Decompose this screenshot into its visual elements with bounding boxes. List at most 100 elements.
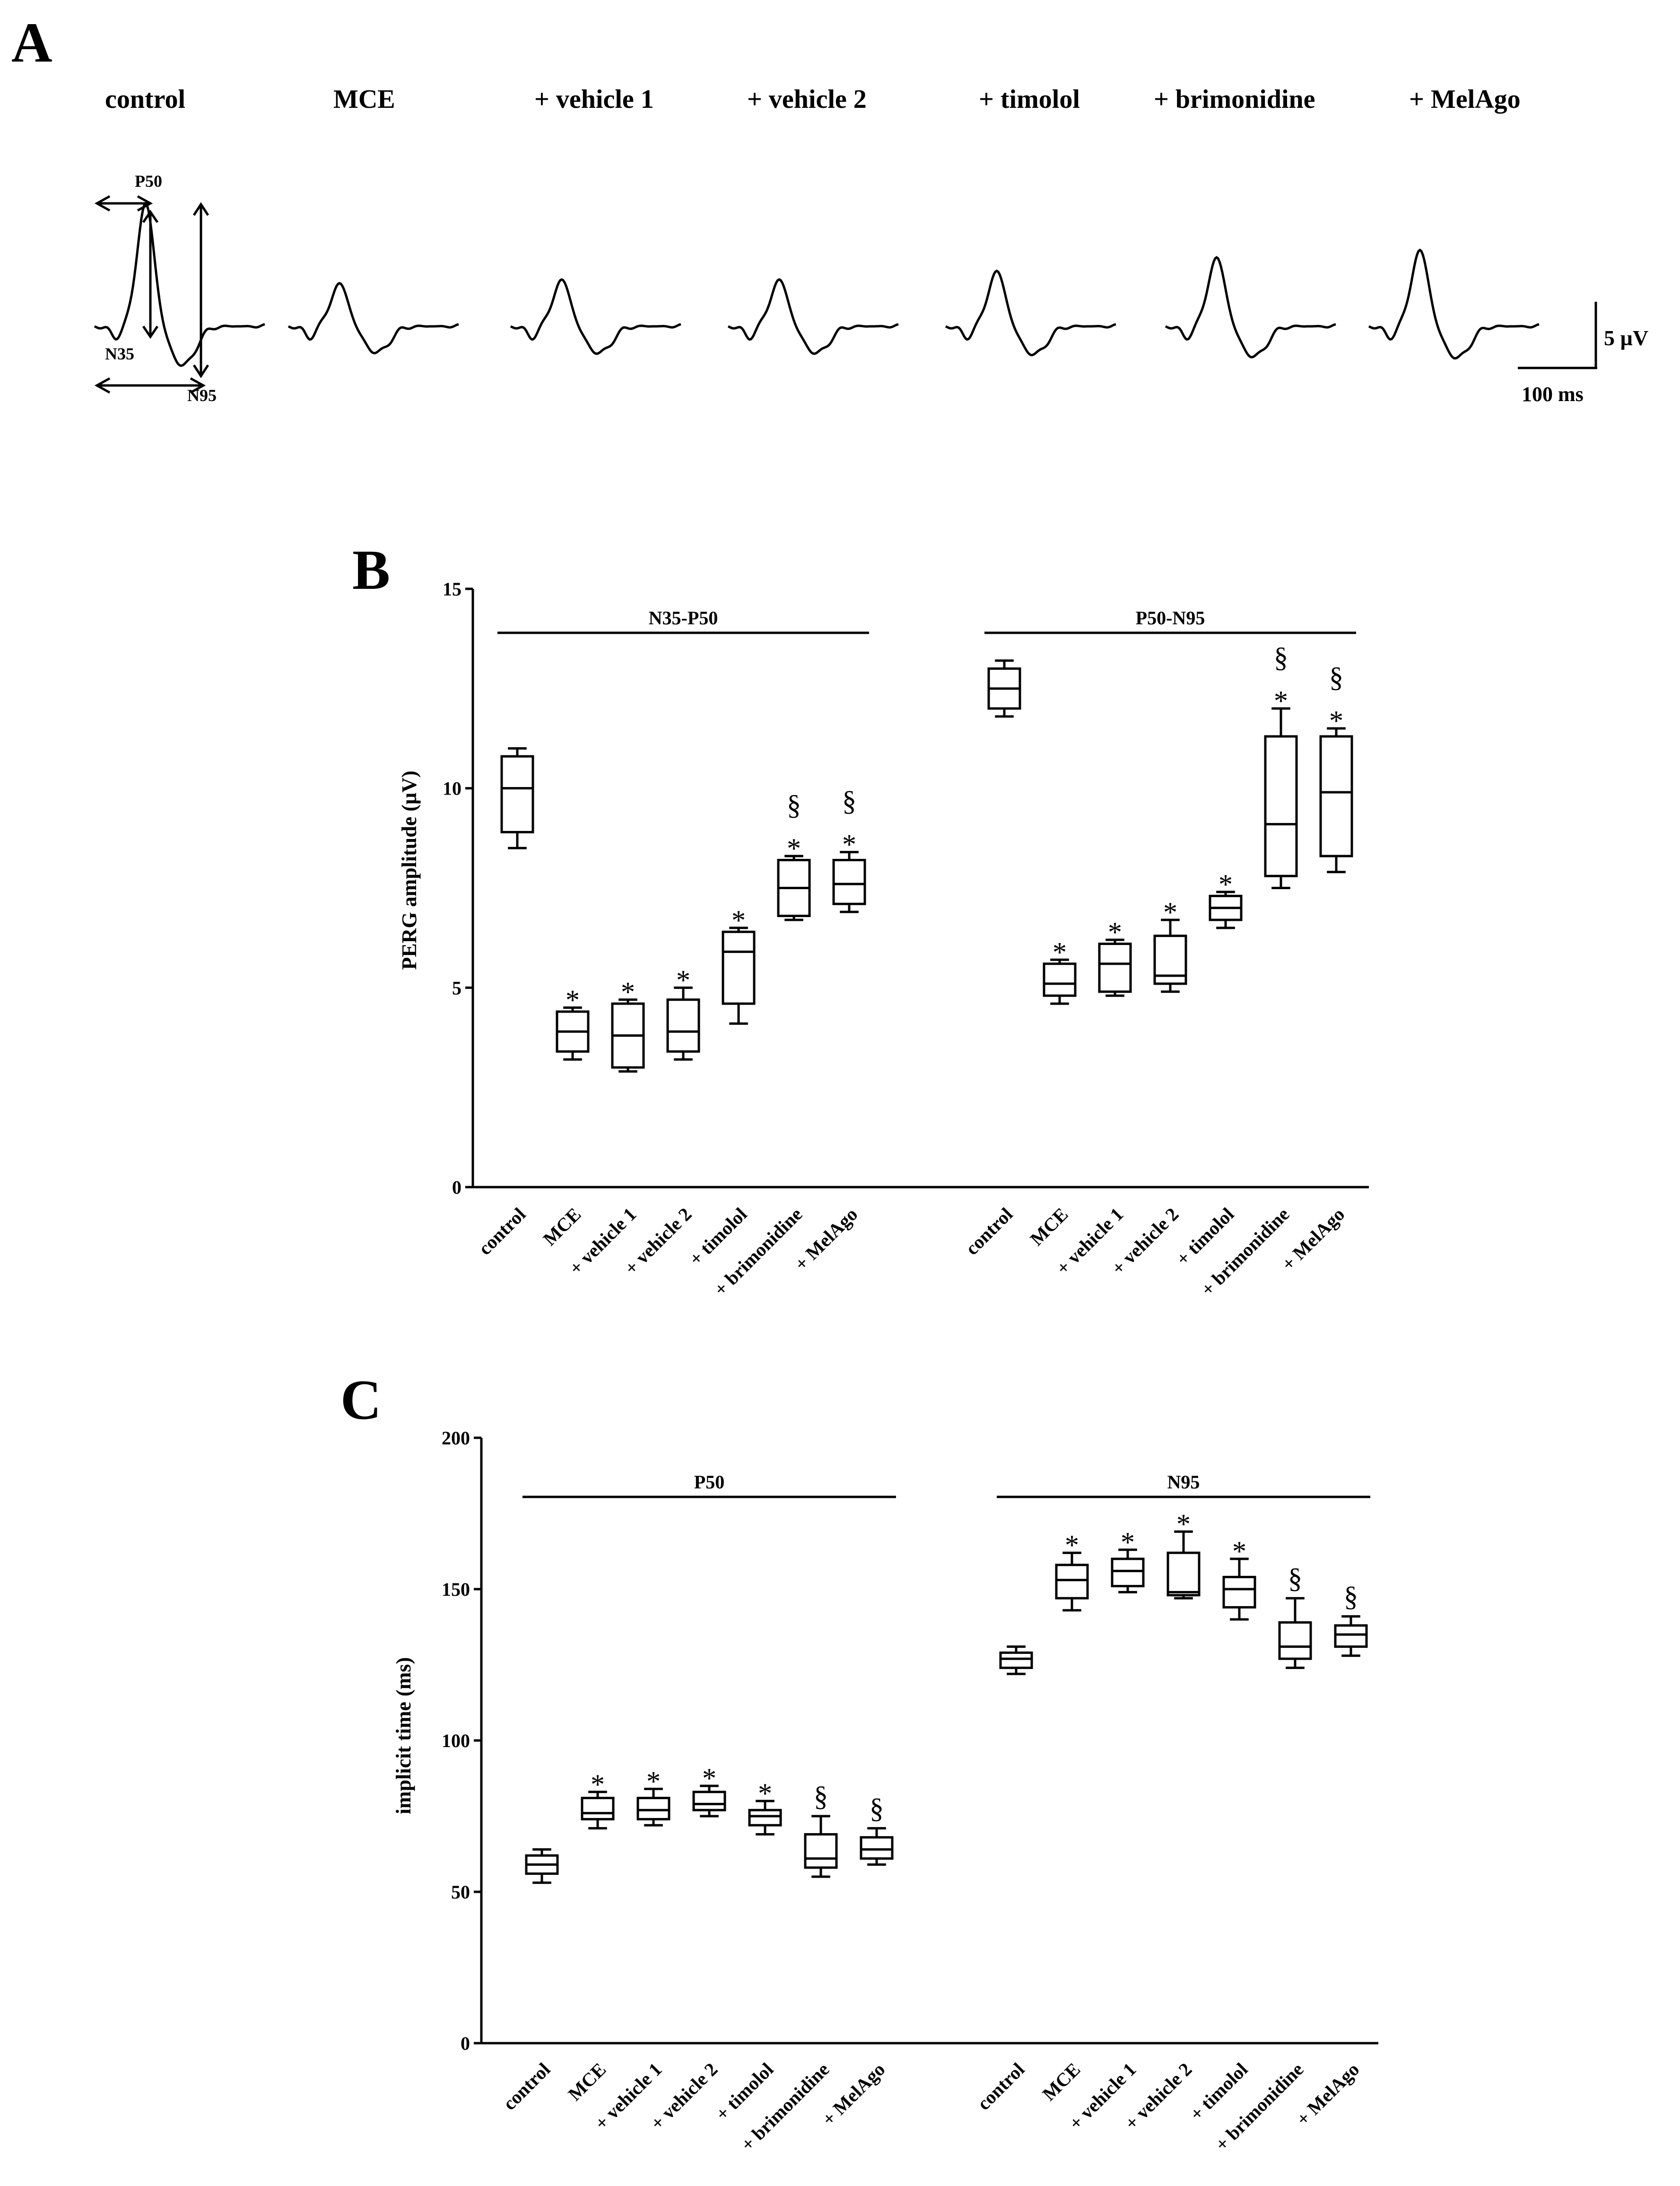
panel-a-condition-labels: control MCE + vehicle 1 + vehicle 2 + ti… bbox=[105, 85, 1521, 114]
significance-star: * bbox=[1108, 917, 1122, 948]
y-axis-label: PERG amplitude (µV) bbox=[398, 770, 421, 970]
box-plot: * bbox=[692, 1763, 726, 1818]
significance-star: * bbox=[1176, 1508, 1191, 1539]
box bbox=[804, 1833, 838, 1869]
group-label: P50-N95 bbox=[1136, 607, 1205, 629]
n95-label: N95 bbox=[187, 386, 217, 405]
arrowhead bbox=[192, 202, 209, 216]
box-plot: § bbox=[860, 1793, 894, 1866]
significance-section: § bbox=[1344, 1581, 1358, 1612]
significance-star: * bbox=[591, 1769, 605, 1800]
control-trace-annotations bbox=[94, 195, 209, 394]
box bbox=[1222, 1575, 1256, 1609]
box-plot: * bbox=[1111, 1527, 1145, 1593]
box-plot: * bbox=[748, 1778, 782, 1836]
y-tick-label: 150 bbox=[442, 1579, 470, 1600]
significance-section: § bbox=[814, 1781, 828, 1812]
arrowhead bbox=[94, 195, 111, 212]
significance-star: * bbox=[621, 977, 635, 1008]
y-tick-label: 0 bbox=[461, 2033, 470, 2054]
panel-c-letter: C bbox=[340, 1368, 382, 1431]
significance-star: * bbox=[646, 1766, 661, 1797]
significance-section: § bbox=[842, 786, 856, 817]
box-plot: * bbox=[666, 964, 700, 1061]
box-plot: *§ bbox=[777, 789, 811, 921]
condition-label: + timolol bbox=[979, 85, 1080, 114]
significance-star: * bbox=[731, 905, 746, 936]
box bbox=[1166, 1551, 1201, 1597]
significance-star: * bbox=[1219, 869, 1233, 900]
x-tick-label: MCE bbox=[1038, 2059, 1085, 2105]
box bbox=[748, 1809, 782, 1827]
box bbox=[1043, 962, 1077, 997]
significance-star: * bbox=[842, 829, 856, 860]
panel-b-letter: B bbox=[352, 538, 390, 601]
significance-star: * bbox=[1053, 936, 1067, 968]
perg-trace bbox=[1165, 256, 1336, 359]
scale-bar bbox=[1518, 302, 1597, 369]
panel-b: B PERG amplitude (µV) 0 5 10 15 N35-P50 contr… bbox=[352, 538, 1369, 1300]
perg-trace bbox=[727, 278, 899, 355]
box bbox=[581, 1797, 615, 1820]
box-plot: * bbox=[1209, 869, 1243, 929]
panel-a-letter: A bbox=[11, 11, 52, 74]
condition-label: + MelAgo bbox=[1409, 85, 1521, 114]
box-plot: * bbox=[556, 985, 590, 1061]
x-tick-label: MCE bbox=[1026, 1204, 1072, 1250]
condition-label: + vehicle 2 bbox=[747, 85, 867, 114]
box bbox=[999, 1651, 1033, 1669]
box-plot bbox=[500, 747, 534, 849]
box-plot: * bbox=[636, 1766, 670, 1827]
box-plot bbox=[987, 659, 1021, 718]
box bbox=[832, 858, 866, 905]
arrowhead bbox=[142, 325, 159, 339]
group-label: N95 bbox=[1167, 1471, 1200, 1493]
box-plot: * bbox=[581, 1769, 615, 1830]
significance-star: * bbox=[1163, 897, 1177, 928]
box bbox=[1111, 1557, 1145, 1588]
box-plot bbox=[525, 1848, 559, 1884]
perg-traces bbox=[94, 201, 1540, 367]
panel-a: A control MCE + vehicle 1 + vehicle 2 + … bbox=[11, 11, 1648, 406]
p50-label: P50 bbox=[135, 172, 162, 191]
x-tick-label: MCE bbox=[564, 2059, 610, 2105]
significance-star: * bbox=[1329, 705, 1343, 736]
arrowhead bbox=[192, 364, 209, 378]
box-plot: § bbox=[1334, 1581, 1368, 1657]
significance-star: * bbox=[1274, 685, 1288, 717]
scale-time-label: 100 ms bbox=[1522, 383, 1584, 406]
significance-section: § bbox=[787, 789, 801, 821]
box-plot: * bbox=[1043, 936, 1077, 1005]
arrowhead bbox=[142, 210, 159, 223]
perg-trace bbox=[510, 278, 681, 355]
box-plot: *§ bbox=[832, 786, 866, 913]
y-axis-label: implicit time (ms) bbox=[392, 1657, 415, 1814]
condition-label: control bbox=[105, 85, 185, 114]
perg-trace bbox=[945, 269, 1116, 357]
x-tick-label: MCE bbox=[539, 1204, 585, 1250]
box-plot: * bbox=[1153, 897, 1187, 993]
panel-c: C implicit time (ms) 0 50 100 150 200 P50 cont… bbox=[340, 1368, 1378, 2155]
box-plot bbox=[999, 1645, 1033, 1675]
box bbox=[1098, 943, 1132, 993]
significance-section: § bbox=[1329, 662, 1343, 693]
box-plot: *§ bbox=[1319, 662, 1353, 874]
box bbox=[1334, 1624, 1368, 1648]
y-tick-label: 15 bbox=[443, 578, 461, 600]
box-plot: * bbox=[1166, 1508, 1201, 1600]
perg-trace bbox=[287, 282, 459, 355]
box-plot: * bbox=[611, 977, 645, 1073]
significance-star: * bbox=[787, 833, 801, 864]
box bbox=[500, 755, 534, 833]
condition-label: MCE bbox=[333, 85, 395, 114]
box bbox=[636, 1797, 670, 1820]
box bbox=[1055, 1564, 1089, 1600]
x-tick-label: control bbox=[474, 1204, 530, 1259]
box-plot: § bbox=[804, 1781, 838, 1878]
arrowhead bbox=[190, 377, 206, 394]
significance-star: * bbox=[1232, 1536, 1246, 1567]
significance-section: § bbox=[1274, 642, 1288, 673]
box-plot: * bbox=[722, 905, 756, 1025]
box bbox=[1319, 735, 1353, 857]
